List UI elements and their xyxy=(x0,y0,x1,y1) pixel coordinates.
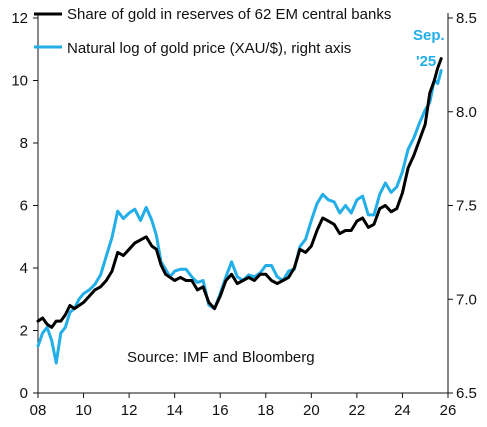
y-left-tick-label: 0 xyxy=(20,385,28,402)
annotation-line-1: Sep. xyxy=(413,27,445,44)
x-tick-label: 22 xyxy=(349,402,366,419)
x-tick-label: 12 xyxy=(121,402,138,419)
y-right-tick-label: 8.0 xyxy=(456,104,477,121)
series-layer xyxy=(36,57,443,365)
y-left-tick-label: 4 xyxy=(20,260,28,277)
x-tick-label: 16 xyxy=(212,402,229,419)
x-tick-label: 08 xyxy=(30,402,47,419)
y-left-tick-label: 8 xyxy=(20,135,28,152)
y-right-tick-label: 7.5 xyxy=(456,198,477,215)
series-line-1 xyxy=(36,57,443,329)
y-right-tick-label: 8.5 xyxy=(456,10,477,27)
x-tick-label: 10 xyxy=(75,402,92,419)
y-left-tick-label: 6 xyxy=(20,198,28,215)
legend-label-series-1: Share of gold in reserves of 62 EM centr… xyxy=(67,6,391,23)
axes: 08 10 12 14 16 18 20 22 24 260246810126.57.07.58.… xyxy=(11,10,477,419)
x-tick-label: 26 xyxy=(440,402,457,419)
x-tick-label: 18 xyxy=(257,402,274,419)
y-left-tick-label: 2 xyxy=(20,323,28,340)
legend-label-series-2: Natural log of gold price (XAU/$), right… xyxy=(67,40,351,57)
x-tick-label: 24 xyxy=(394,402,411,419)
end-date-annotation: Sep. '25 xyxy=(413,27,445,70)
x-tick-label: 14 xyxy=(166,402,183,419)
legend: Share of gold in reserves of 62 EM centr… xyxy=(34,6,391,57)
y-left-tick-label: 10 xyxy=(11,73,28,90)
y-right-tick-label: 6.5 xyxy=(456,385,477,402)
y-left-tick-label: 12 xyxy=(11,10,28,27)
annotation-line-2: '25 xyxy=(416,53,436,70)
y-right-tick-label: 7.0 xyxy=(456,291,477,308)
source-note: Source: IMF and Bloomberg xyxy=(127,349,315,366)
series-line-2 xyxy=(36,69,443,365)
x-tick-label: 20 xyxy=(303,402,320,419)
